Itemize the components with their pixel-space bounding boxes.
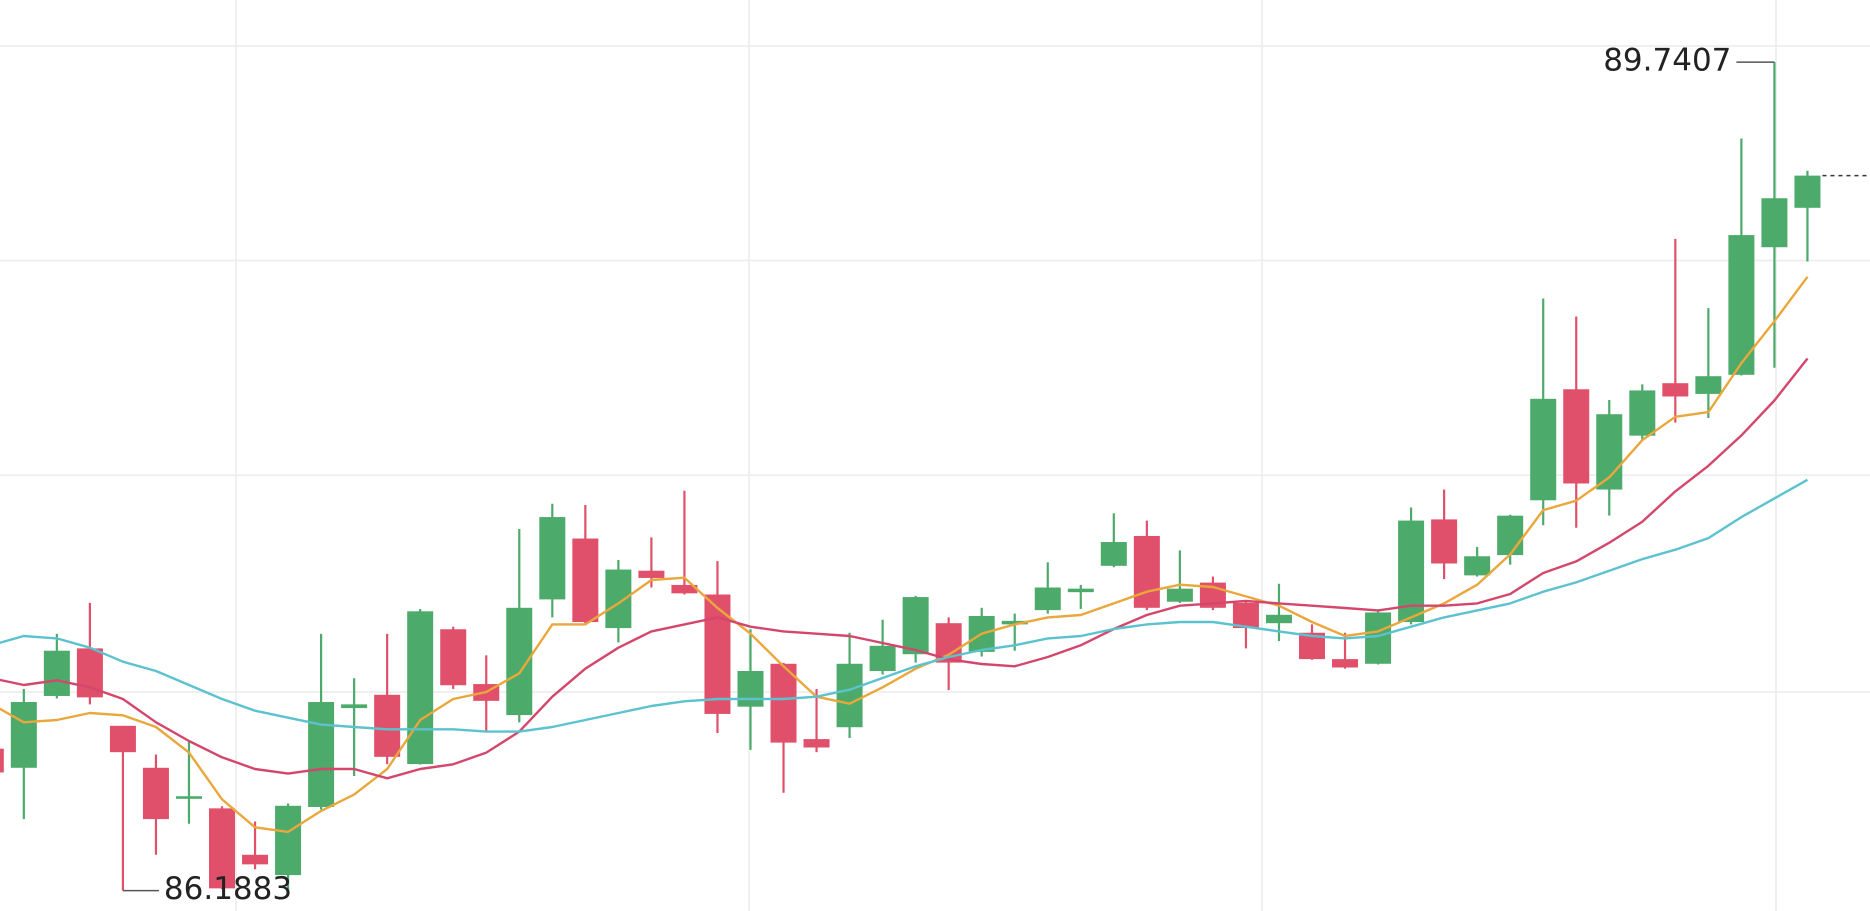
candle-body — [440, 629, 467, 686]
candle-body — [1365, 612, 1392, 664]
candle-body — [142, 767, 169, 820]
candle-body — [1761, 198, 1788, 248]
candle-body — [0, 748, 4, 773]
moving-average-line — [0, 478, 1809, 733]
candle-body — [605, 569, 632, 629]
candle-body — [175, 796, 202, 799]
candle-body — [275, 805, 302, 876]
candle-body — [638, 570, 665, 578]
candle-body — [1530, 398, 1557, 501]
moving-average-line — [0, 276, 1809, 834]
candle-body — [1662, 383, 1689, 397]
moving-average-line — [0, 357, 1809, 780]
candle-body — [902, 597, 929, 655]
candle-body — [1497, 515, 1524, 556]
min-label: 86.1883 — [164, 871, 292, 907]
candle-body — [308, 702, 335, 807]
candle-body — [1067, 588, 1094, 593]
candle-body — [1695, 376, 1722, 394]
candle-body — [1563, 389, 1590, 484]
candle-body — [1794, 175, 1821, 208]
candle-body — [869, 645, 896, 672]
candle-body — [209, 808, 236, 889]
candle-body — [1332, 659, 1359, 668]
candle-body — [1728, 235, 1755, 375]
candle-body — [572, 538, 599, 623]
candle-body — [43, 650, 70, 696]
candle-body — [1034, 587, 1061, 611]
candle-body — [770, 663, 797, 743]
candle-body — [341, 704, 368, 709]
candle-body — [1629, 390, 1656, 436]
candle-body — [1100, 542, 1127, 566]
candle-body — [374, 694, 401, 757]
candle-body — [803, 739, 830, 748]
candle-body — [671, 584, 698, 594]
max-label: 89.7407 — [1603, 43, 1731, 79]
candle-body — [1001, 620, 1028, 625]
candle-body — [737, 671, 764, 707]
candle-body — [242, 854, 269, 865]
candle-body — [407, 611, 434, 765]
candle-body — [109, 725, 136, 753]
candle-body — [1431, 519, 1458, 564]
candle-body — [1232, 602, 1259, 629]
candle-body — [539, 517, 566, 600]
candle-body — [836, 663, 863, 728]
candle-body — [1265, 614, 1292, 624]
candle-body — [1133, 535, 1160, 608]
candle-body — [704, 594, 731, 714]
candle-body — [10, 702, 37, 768]
candle-body — [1166, 588, 1193, 602]
candle-body — [1464, 556, 1491, 576]
